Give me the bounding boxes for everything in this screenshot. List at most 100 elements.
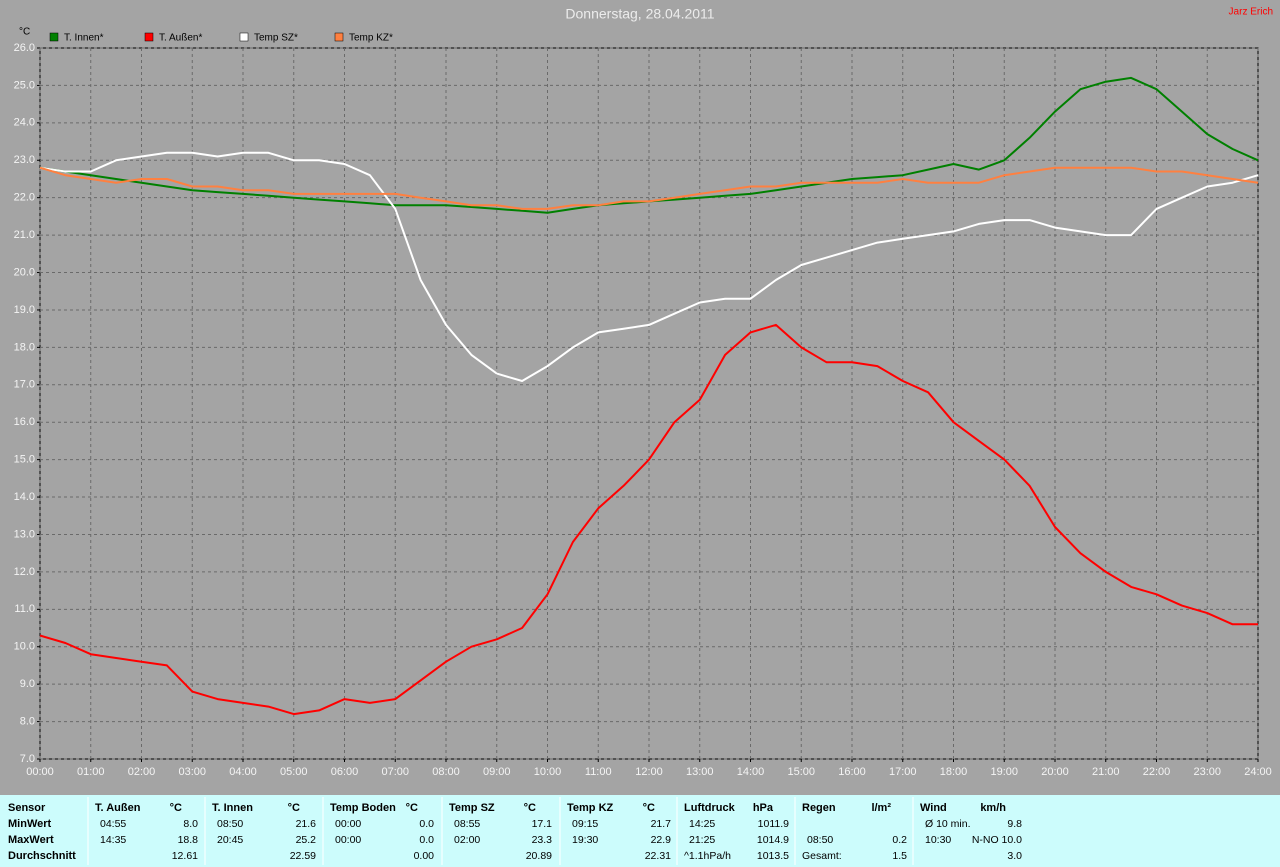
x-tick-label: 11:00: [585, 766, 612, 778]
cell-time: 00:00: [335, 834, 361, 846]
cell-time: Gesamt:: [802, 850, 842, 862]
chart-title: Donnerstag, 28.04.2011: [565, 6, 714, 22]
x-tick-label: 22:00: [1143, 766, 1171, 778]
legend-label: T. Innen*: [64, 33, 104, 44]
x-tick-label: 01:00: [77, 766, 105, 778]
cell-time: 14:25: [689, 818, 715, 830]
stats-background: [0, 795, 1280, 867]
x-tick-label: 05:00: [280, 766, 308, 778]
legend-swatch: [239, 32, 249, 42]
x-tick-label: 15:00: [787, 766, 815, 778]
x-tick-label: 04:00: [229, 766, 257, 778]
y-tick-label: 18.0: [14, 341, 35, 353]
cell-value: 21.7: [651, 818, 672, 830]
legend-label: T. Außen*: [159, 33, 202, 44]
cell-time: 02:00: [454, 834, 480, 846]
cell-value: 23.3: [532, 834, 553, 846]
column-unit: l/m²: [871, 802, 891, 814]
y-tick-label: 8.0: [20, 715, 35, 727]
x-tick-label: 21:00: [1092, 766, 1120, 778]
x-tick-label: 06:00: [331, 766, 359, 778]
cell-value: N-NO 10.0: [972, 834, 1022, 846]
x-tick-label: 03:00: [178, 766, 206, 778]
column-header: T. Innen: [212, 802, 253, 814]
row-label: MaxWert: [8, 834, 54, 846]
y-tick-label: 24.0: [14, 117, 35, 129]
row-label: MinWert: [8, 818, 52, 830]
y-axis-unit: °C: [19, 27, 30, 38]
cell-time: 08:55: [454, 818, 480, 830]
cell-value: 1014.9: [757, 834, 789, 846]
cell-value: 0.0: [419, 818, 434, 830]
y-tick-label: 13.0: [14, 528, 35, 540]
cell-value: 1013.5: [757, 850, 789, 862]
x-tick-label: 16:00: [838, 766, 866, 778]
x-tick-label: 14:00: [737, 766, 765, 778]
column-header: T. Außen: [95, 802, 141, 814]
y-tick-label: 26.0: [14, 42, 35, 54]
column-unit: °C: [288, 802, 300, 814]
cell-value: 21.6: [296, 818, 317, 830]
column-header: Temp SZ: [449, 802, 495, 814]
y-tick-label: 20.0: [14, 266, 35, 278]
cell-value: 1.5: [892, 850, 907, 862]
cell-value: 0.2: [892, 834, 907, 846]
cell-value: 9.8: [1007, 818, 1022, 830]
cell-value: 8.0: [183, 818, 198, 830]
legend-swatch: [49, 32, 59, 42]
y-tick-label: 22.0: [14, 192, 35, 204]
cell-time: 10:30: [925, 834, 951, 846]
column-header: Wind: [920, 802, 947, 814]
cell-time: 04:55: [100, 818, 126, 830]
x-tick-label: 19:00: [990, 766, 1018, 778]
cell-time: 00:00: [335, 818, 361, 830]
column-unit: °C: [524, 802, 536, 814]
cell-value: 1011.9: [758, 818, 789, 830]
y-tick-label: 17.0: [14, 379, 35, 391]
x-tick-label: 02:00: [128, 766, 156, 778]
cell-time: 09:15: [572, 818, 598, 830]
y-tick-label: 7.0: [20, 753, 35, 765]
row-label: Sensor: [8, 802, 46, 814]
x-tick-label: 18:00: [940, 766, 968, 778]
cell-time: 08:50: [217, 818, 243, 830]
cell-time: 08:50: [807, 834, 833, 846]
x-tick-label: 13:00: [686, 766, 714, 778]
series-line: [39, 151, 1259, 382]
column-header: Regen: [802, 802, 836, 814]
cell-time: ^1.1hPa/h: [684, 850, 731, 862]
column-unit: hPa: [753, 802, 774, 814]
cell-value: 22.59: [290, 850, 316, 862]
cell-value: 12.61: [172, 850, 198, 862]
x-tick-label: 17:00: [889, 766, 917, 778]
column-header: Temp KZ: [567, 802, 614, 814]
cell-value: 20.89: [526, 850, 552, 862]
series-line: [39, 166, 1259, 210]
series-line: [39, 323, 1258, 716]
y-tick-label: 10.0: [14, 641, 35, 653]
column-unit: °C: [643, 802, 655, 814]
legend-swatch: [144, 32, 154, 42]
row-label: Durchschnitt: [8, 850, 76, 862]
cell-value: 18.8: [178, 834, 199, 846]
y-tick-label: 9.0: [20, 678, 35, 690]
x-tick-label: 23:00: [1193, 766, 1221, 778]
cell-time: 20:45: [217, 834, 243, 846]
y-tick-label: 25.0: [14, 79, 35, 91]
cell-value: 17.1: [532, 818, 553, 830]
y-tick-label: 14.0: [14, 491, 35, 503]
cell-value: 22.31: [645, 850, 671, 862]
y-tick-label: 15.0: [14, 454, 35, 466]
x-tick-label: 09:00: [483, 766, 511, 778]
y-tick-label: 12.0: [14, 566, 35, 578]
y-tick-label: 16.0: [14, 416, 35, 428]
cell-time: 14:35: [100, 834, 126, 846]
cell-value: 0.0: [419, 834, 434, 846]
cell-value: 3.0: [1007, 850, 1022, 862]
y-tick-label: 21.0: [14, 229, 35, 241]
x-tick-label: 07:00: [381, 766, 409, 778]
cell-time: Ø 10 min.: [925, 818, 971, 830]
legend-swatch: [334, 32, 344, 42]
cell-time: 19:30: [572, 834, 598, 846]
